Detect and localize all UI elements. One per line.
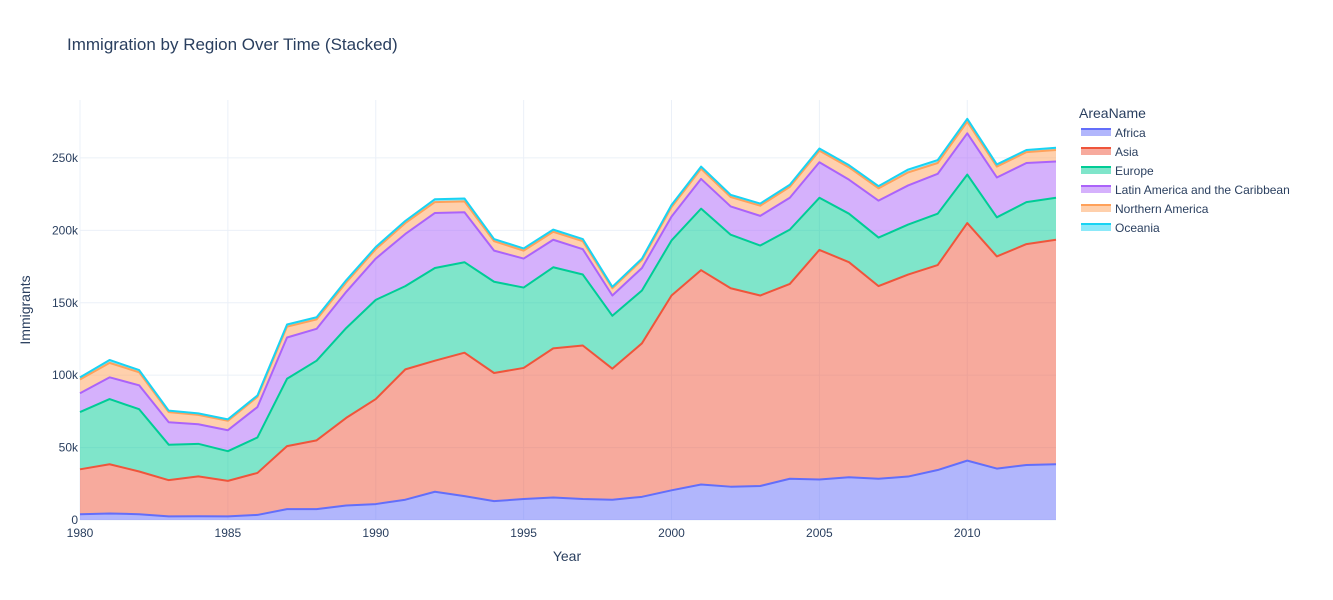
legend-item-oceania[interactable]: Oceania [1081, 221, 1160, 235]
y-axis-ticks: 0 50k 100k 150k 200k 250k [52, 151, 79, 527]
legend-item-latin-america-and-the-caribbean[interactable]: Latin America and the Caribbean [1081, 183, 1290, 197]
x-axis-ticks: 1980 1985 1990 1995 2000 2005 2010 [67, 526, 981, 540]
x-tick-label: 1985 [215, 526, 242, 540]
area-series-layer [80, 118, 1056, 520]
legend-label: Africa [1115, 126, 1146, 140]
legend-label: Oceania [1115, 221, 1160, 235]
y-tick-label: 200k [52, 223, 79, 237]
area-fill-latin-america-and-the-caribbean[interactable] [80, 133, 1056, 452]
legend-swatch [1081, 148, 1111, 155]
legend-swatch [1081, 205, 1111, 212]
area-fill-asia[interactable] [80, 223, 1056, 517]
x-tick-label: 2000 [658, 526, 685, 540]
x-tick-label: 2010 [954, 526, 981, 540]
area-line-asia [79, 222, 1057, 482]
legend-label: Latin America and the Caribbean [1115, 183, 1290, 197]
y-tick-label: 0 [71, 513, 78, 527]
y-axis-title: Immigrants [17, 275, 33, 344]
legend-label: Northern America [1115, 202, 1209, 216]
area-line-latin-america-and-the-caribbean [79, 132, 1057, 432]
x-axis-title: Year [553, 548, 582, 564]
legend-swatch [1081, 167, 1111, 174]
legend-label: Europe [1115, 164, 1154, 178]
legend-swatch [1081, 224, 1111, 231]
legend-item-africa[interactable]: Africa [1081, 126, 1146, 140]
legend[interactable]: AreaName Africa Asia Europe Latin America a… [1079, 105, 1290, 235]
area-line-europe [79, 173, 1057, 453]
y-tick-label: 150k [52, 296, 79, 310]
legend-title: AreaName [1079, 105, 1146, 121]
legend-swatch [1081, 186, 1111, 193]
y-tick-label: 50k [59, 441, 79, 455]
area-line-oceania [79, 117, 1057, 421]
y-tick-label: 250k [52, 151, 79, 165]
line-series-layer [79, 117, 1057, 518]
chart-title: Immigration by Region Over Time (Stacked… [67, 35, 398, 54]
area-line-northern-america [79, 120, 1057, 422]
x-tick-label: 1990 [362, 526, 389, 540]
legend-item-europe[interactable]: Europe [1081, 164, 1154, 178]
area-line-africa [79, 459, 1057, 518]
y-tick-label: 100k [52, 368, 79, 382]
area-fill-africa[interactable] [80, 460, 1056, 520]
legend-item-northern-america[interactable]: Northern America [1081, 202, 1209, 216]
x-tick-label: 1980 [67, 526, 94, 540]
legend-label: Asia [1115, 145, 1139, 159]
legend-item-asia[interactable]: Asia [1081, 145, 1139, 159]
legend-swatch [1081, 129, 1111, 136]
area-fill-europe[interactable] [80, 174, 1056, 481]
x-tick-label: 1995 [510, 526, 537, 540]
x-tick-label: 2005 [806, 526, 833, 540]
